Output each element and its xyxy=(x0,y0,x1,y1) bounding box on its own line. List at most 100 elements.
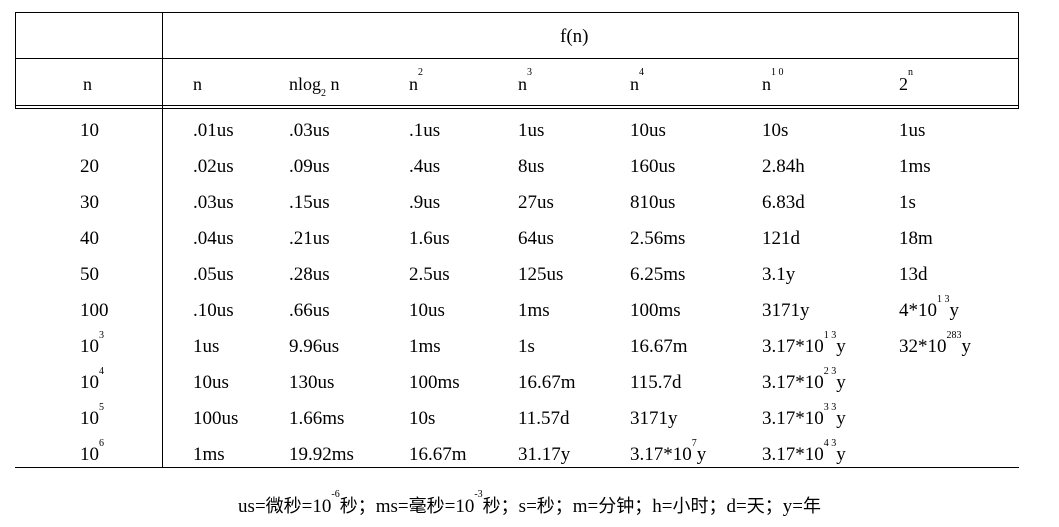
table-cell: 4*101 3y xyxy=(899,294,959,322)
table-cell: 1us xyxy=(899,120,925,142)
table-cell: 130us xyxy=(289,372,334,394)
cell-value: 2.5us xyxy=(409,264,450,285)
cell-value: .09us xyxy=(289,156,330,177)
column-header: 2n xyxy=(899,68,913,95)
legend-fragment: 秒； xyxy=(536,496,573,517)
row-n-value: 30 xyxy=(80,192,99,214)
table-cell: 3.17*104 3y xyxy=(762,438,846,466)
table-cell: 810us xyxy=(630,192,675,214)
legend-fragment: 小时； xyxy=(672,496,727,517)
table-cell: 32*10283y xyxy=(899,331,971,358)
table-cell: .66us xyxy=(289,300,330,322)
table-cell: 6.83d xyxy=(762,192,805,214)
column-divider xyxy=(162,12,163,468)
table-cell: .09us xyxy=(289,156,330,178)
cell-value: 3.17*103 3y xyxy=(762,402,846,430)
table-cell: 27us xyxy=(518,192,554,214)
column-header: n4 xyxy=(630,68,644,95)
legend-fragment: 分钟； xyxy=(598,496,653,517)
legend-fragment: =10 xyxy=(444,496,475,517)
table-cell: 3.17*107y xyxy=(630,438,707,466)
row-n-value: 103 xyxy=(80,330,104,358)
legend-fragment: =10 xyxy=(301,496,332,517)
cell-value: 810us xyxy=(630,192,676,213)
table-cell: .03us xyxy=(289,120,330,142)
cell-value: 2.84h xyxy=(762,156,805,177)
table-cell: 10us xyxy=(409,300,445,322)
table-cell: 115.7d xyxy=(630,372,682,394)
cell-value: 1s xyxy=(518,336,535,357)
legend-fragment: 年 xyxy=(802,496,821,517)
column-header-label: n2 xyxy=(409,67,423,95)
table-cell: 1ms xyxy=(518,300,550,322)
column-header: n2 xyxy=(409,67,423,95)
cell-value: 10us xyxy=(193,372,229,393)
table-cell: 125us xyxy=(518,264,563,286)
cell-value: .01us xyxy=(193,120,234,141)
n-value: 50 xyxy=(80,264,99,285)
cell-value: 16.67m xyxy=(409,444,467,465)
column-header: nlog2 n xyxy=(289,73,340,99)
cell-value: 9.96us xyxy=(289,336,340,357)
cell-value: 13d xyxy=(899,264,928,285)
legend-fragment: d= xyxy=(726,496,747,517)
table-cell: 16.67m xyxy=(630,336,688,358)
row-n-value: 10 xyxy=(80,120,99,142)
legend-fragment: us= xyxy=(238,496,266,517)
cell-value: 1ms xyxy=(409,336,441,357)
table-cell: 3.17*102 3y xyxy=(762,367,846,394)
cell-value: 10s xyxy=(409,408,436,429)
table-cell: 1.6us xyxy=(409,228,450,250)
legend-fragment: 秒； xyxy=(339,496,376,517)
legend-fragment: -6 xyxy=(331,489,340,500)
table-cell: 19.92ms xyxy=(289,444,354,466)
cell-value: 3171y xyxy=(762,300,810,321)
table-cell: 8us xyxy=(518,156,544,178)
table-cell: 16.67m xyxy=(518,372,576,394)
table-cell: .05us xyxy=(193,264,234,286)
column-header: n1 0 xyxy=(762,67,784,95)
cell-value: .15us xyxy=(289,192,330,213)
table-cell: 64us xyxy=(518,228,554,250)
table-cell: 100ms xyxy=(409,372,460,394)
cell-value: 18m xyxy=(899,228,933,249)
cell-value: 121d xyxy=(762,228,800,249)
row-n-value: 100 xyxy=(80,300,109,322)
cell-value: 3.17*104 3y xyxy=(762,438,846,466)
table-cell: 1ms xyxy=(899,156,931,178)
cell-value: 3.17*101 3y xyxy=(762,330,846,358)
cell-value: 100us xyxy=(193,408,239,429)
legend-fragment: m= xyxy=(572,496,599,517)
table-right-border xyxy=(1018,12,1019,109)
legend-fragment: y= xyxy=(782,496,803,517)
column-header-label: n3 xyxy=(518,67,532,95)
n-value: 103 xyxy=(80,330,104,358)
cell-value: .4us xyxy=(409,156,441,177)
cell-value: .05us xyxy=(193,264,234,285)
cell-value: 1ms xyxy=(518,300,550,321)
table-cell: 3171y xyxy=(630,408,678,430)
header-divider xyxy=(15,58,1019,59)
column-header-label: nlog2 n xyxy=(289,74,340,99)
cell-value: 6.25ms xyxy=(630,264,686,285)
table-cell: 3171y xyxy=(762,300,810,322)
cell-value: 64us xyxy=(518,228,554,249)
table-cell: 6.25ms xyxy=(630,264,685,286)
column-header-label: n xyxy=(193,74,202,94)
cell-value: .66us xyxy=(289,300,330,321)
cell-value: 4*101 3y xyxy=(899,294,959,322)
cell-value: .9us xyxy=(409,192,441,213)
column-header-label: n1 0 xyxy=(762,67,784,95)
n-column-header: n xyxy=(83,74,92,94)
cell-value: 3171y xyxy=(630,408,678,429)
cell-value: .1us xyxy=(409,120,441,141)
cell-value: 3.17*107y xyxy=(630,438,707,466)
table-cell: 31.17y xyxy=(518,444,570,466)
table-cell: 100ms xyxy=(630,300,681,322)
table-cell: .15us xyxy=(289,192,330,214)
column-header: n xyxy=(193,73,202,95)
cell-value: 1us xyxy=(193,336,220,357)
table-cell: 13d xyxy=(899,264,928,286)
cell-value: 3.1y xyxy=(762,264,796,285)
table-left-border xyxy=(15,12,16,109)
